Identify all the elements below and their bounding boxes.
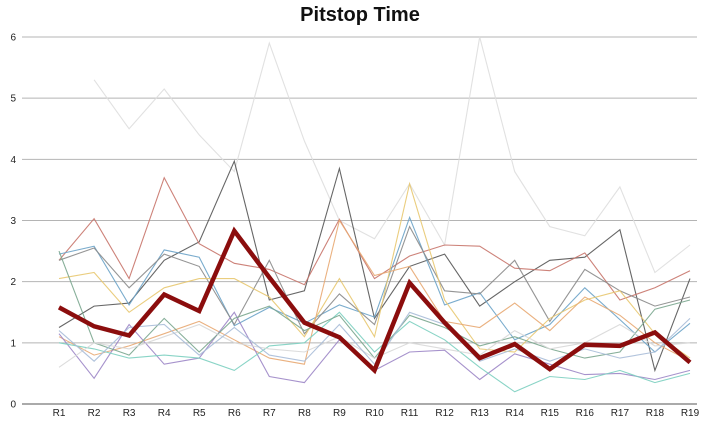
x-tick-label: R19: [681, 408, 700, 419]
x-tick-label: R15: [541, 408, 560, 419]
x-tick-label: R4: [158, 408, 171, 419]
x-tick-label: R17: [611, 408, 630, 419]
x-tick-label: R6: [228, 408, 241, 419]
y-tick-label: 2: [10, 277, 16, 288]
y-tick-label: 4: [10, 155, 16, 166]
series-line-highlight: [57, 226, 692, 375]
x-tick-label: R11: [401, 408, 419, 419]
y-tick-label: 6: [10, 33, 16, 44]
series-line: [58, 181, 691, 359]
x-tick-label: R8: [298, 408, 311, 419]
chart-title: Pitstop Time: [300, 4, 420, 26]
y-tick-label: 1: [10, 338, 16, 349]
x-tick-label: R3: [123, 408, 136, 419]
series-line: [58, 176, 691, 301]
x-tick-label: R2: [88, 408, 101, 419]
series-line: [58, 159, 691, 373]
grid-lines: [22, 36, 697, 405]
x-tick-label: R9: [333, 408, 346, 419]
series-lines: [57, 36, 692, 393]
x-tick-label: R16: [576, 408, 595, 419]
series-line: [58, 215, 691, 353]
series-line: [58, 225, 691, 335]
x-tick-label: R10: [365, 408, 384, 419]
x-axis-ticks: R1 R2 R3 R4 R5 R6 R7 R8 R9 R10 R11 R12 R13 R14 R15 R16 R…: [53, 408, 700, 419]
y-tick-label: 5: [10, 94, 16, 105]
series-line: [93, 36, 691, 274]
series-line: [58, 219, 691, 365]
series-line: [58, 311, 691, 366]
x-tick-label: R13: [470, 408, 489, 419]
x-tick-label: R18: [646, 408, 665, 419]
y-axis-ticks: 0 1 2 3 4 5 6: [10, 33, 16, 411]
x-tick-label: R7: [263, 408, 276, 419]
x-tick-label: R12: [435, 408, 454, 419]
x-tick-label: R5: [193, 408, 206, 419]
x-tick-label: R1: [53, 408, 66, 419]
y-tick-label: 3: [10, 216, 16, 227]
series-line: [58, 311, 691, 393]
y-tick-label: 0: [10, 400, 16, 411]
x-tick-label: R14: [506, 408, 525, 419]
